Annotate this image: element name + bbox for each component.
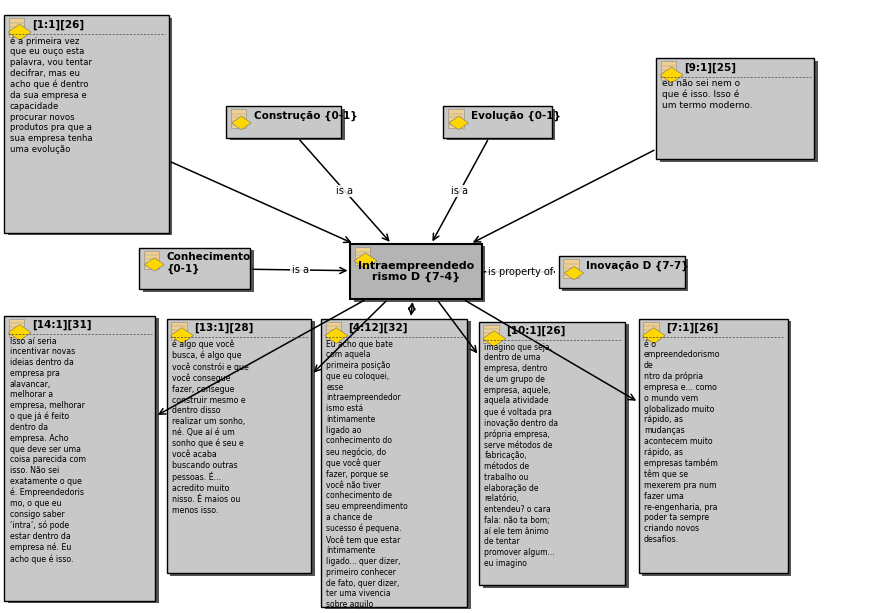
Text: [4:12][32]: [4:12][32] xyxy=(348,323,408,333)
Text: is a: is a xyxy=(336,186,353,196)
FancyBboxPatch shape xyxy=(354,246,485,302)
Polygon shape xyxy=(8,25,31,40)
Polygon shape xyxy=(659,67,682,83)
FancyBboxPatch shape xyxy=(443,106,551,138)
FancyBboxPatch shape xyxy=(139,248,250,289)
FancyBboxPatch shape xyxy=(660,61,676,80)
FancyBboxPatch shape xyxy=(8,318,159,603)
FancyBboxPatch shape xyxy=(230,109,246,128)
FancyBboxPatch shape xyxy=(482,324,628,588)
FancyBboxPatch shape xyxy=(350,244,481,299)
Polygon shape xyxy=(482,331,505,347)
Text: Inovação D {7-7}: Inovação D {7-7} xyxy=(586,261,688,271)
Polygon shape xyxy=(231,116,251,129)
Polygon shape xyxy=(354,253,377,269)
Text: Intraempreendedo
rismo D {7-4}: Intraempreendedo rismo D {7-4} xyxy=(357,261,474,283)
Text: is a: is a xyxy=(451,186,468,196)
Text: [10:1][26]: [10:1][26] xyxy=(506,326,565,337)
Text: [7:1][26]: [7:1][26] xyxy=(665,323,718,333)
Text: is a: is a xyxy=(291,265,308,275)
FancyBboxPatch shape xyxy=(8,18,172,235)
Text: Construção {0-1}: Construção {0-1} xyxy=(253,110,357,121)
FancyBboxPatch shape xyxy=(483,325,499,343)
FancyBboxPatch shape xyxy=(558,256,684,288)
FancyBboxPatch shape xyxy=(229,109,345,140)
Text: é o
empreendedorismo
de
ntro da própria
empresa e... como
o mundo vem
globalizad: é o empreendedorismo de ntro da própria … xyxy=(643,340,719,544)
FancyBboxPatch shape xyxy=(9,319,25,337)
FancyBboxPatch shape xyxy=(9,18,25,37)
Text: [14:1][31]: [14:1][31] xyxy=(32,320,91,330)
Text: Conhecimento
{0-1}: Conhecimento {0-1} xyxy=(167,252,251,274)
FancyBboxPatch shape xyxy=(4,316,155,601)
FancyBboxPatch shape xyxy=(447,109,555,140)
FancyBboxPatch shape xyxy=(324,321,470,609)
FancyBboxPatch shape xyxy=(563,259,579,278)
Polygon shape xyxy=(170,327,193,343)
FancyBboxPatch shape xyxy=(143,250,253,292)
FancyBboxPatch shape xyxy=(167,319,311,573)
FancyBboxPatch shape xyxy=(447,109,463,128)
FancyBboxPatch shape xyxy=(354,247,370,265)
FancyBboxPatch shape xyxy=(171,322,187,340)
FancyBboxPatch shape xyxy=(659,61,817,162)
FancyBboxPatch shape xyxy=(4,15,168,233)
Text: imagino que seja,
dentro de uma
empresa, dentro
de um grupo de
empresa, aquele,
: imagino que seja, dentro de uma empresa,… xyxy=(484,343,558,568)
Text: [9:1][25]: [9:1][25] xyxy=(683,63,735,73)
Polygon shape xyxy=(448,116,468,129)
Text: [1:1][26]: [1:1][26] xyxy=(32,20,84,30)
Polygon shape xyxy=(641,327,664,343)
Text: is property of: is property of xyxy=(487,267,552,277)
FancyBboxPatch shape xyxy=(144,251,159,269)
Text: Eu acho que bate
com aquela
primeira posição
que eu coloquei,
esse
intraempreend: Eu acho que bate com aquela primeira pos… xyxy=(326,340,408,609)
FancyBboxPatch shape xyxy=(325,322,341,340)
Text: é algo que você
busca, é algo que
você constrói e que
você consegue
fazer, conse: é algo que você busca, é algo que você c… xyxy=(172,340,249,515)
Polygon shape xyxy=(144,257,164,271)
FancyBboxPatch shape xyxy=(656,58,813,159)
FancyBboxPatch shape xyxy=(170,321,315,576)
Polygon shape xyxy=(8,324,31,340)
Polygon shape xyxy=(563,266,583,280)
Text: eu não sei nem o
que é isso. Isso é
um termo moderno.: eu não sei nem o que é isso. Isso é um t… xyxy=(661,79,751,110)
Text: Isso aí seria
incentivar novas
ideias dentro da
empresa pra
alavancar,
melhorar : Isso aí seria incentivar novas ideias de… xyxy=(10,337,86,564)
Text: é a primeira vez
que eu ouço esta
palavra, vou tentar
decifrar, mas eu
acho que : é a primeira vez que eu ouço esta palavr… xyxy=(10,36,92,154)
Polygon shape xyxy=(324,327,347,343)
FancyBboxPatch shape xyxy=(321,319,467,607)
FancyBboxPatch shape xyxy=(638,319,787,573)
FancyBboxPatch shape xyxy=(478,322,625,585)
FancyBboxPatch shape xyxy=(641,321,790,576)
FancyBboxPatch shape xyxy=(562,259,688,291)
FancyBboxPatch shape xyxy=(226,106,341,138)
Text: [13:1][28]: [13:1][28] xyxy=(194,323,253,333)
FancyBboxPatch shape xyxy=(642,322,658,340)
Text: Evolução {0-1}: Evolução {0-1} xyxy=(470,110,560,121)
